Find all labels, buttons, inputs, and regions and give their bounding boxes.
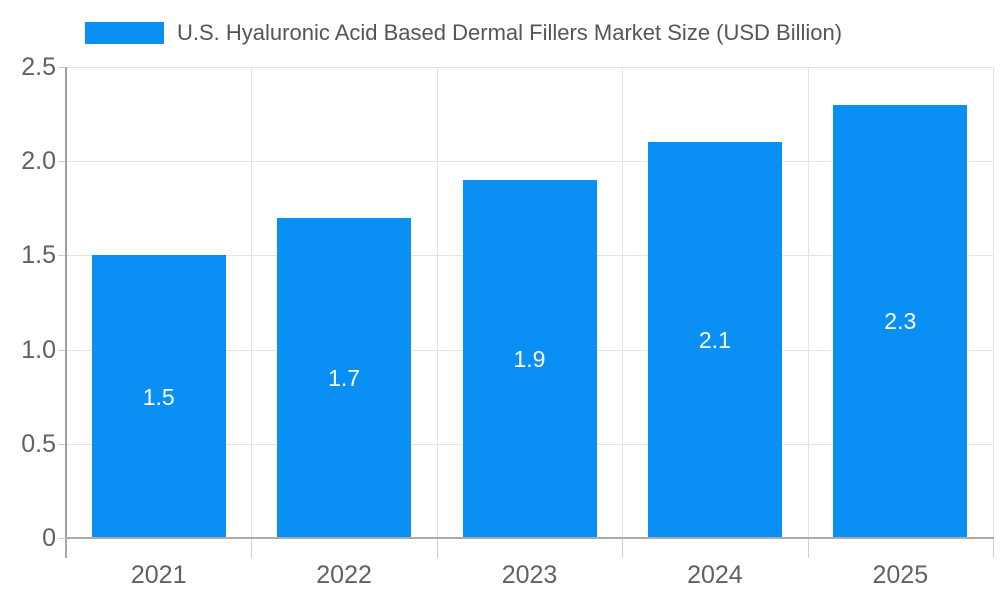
legend-swatch — [85, 22, 164, 44]
bar-value-label: 1.9 — [513, 346, 546, 372]
y-axis-tick — [58, 161, 66, 163]
y-axis-tick-label: 0.5 — [21, 429, 56, 458]
bar-2025[interactable]: 2.3 — [833, 104, 968, 538]
legend: U.S. Hyaluronic Acid Based Dermal Filler… — [85, 17, 842, 49]
y-axis-tick — [58, 255, 66, 257]
x-axis-tick-label: 2022 — [316, 561, 372, 589]
x-axis-tick-label: 2021 — [130, 561, 187, 589]
bar-2022[interactable]: 1.7 — [277, 217, 412, 538]
y-axis-line — [65, 67, 67, 538]
y-axis-tick-label: 1.0 — [21, 335, 56, 364]
y-axis-tick-label: 0 — [42, 524, 56, 552]
x-axis-line — [65, 537, 994, 539]
x-axis-tick — [436, 539, 438, 558]
x-axis-tick-label: 2023 — [501, 561, 558, 589]
gridline-horizontal — [66, 67, 993, 68]
y-axis-tick-label: 1.5 — [21, 241, 56, 270]
bar-value-label: 1.5 — [142, 383, 175, 410]
bar-value-label: 1.7 — [328, 364, 361, 391]
y-axis-tick-label: 2.5 — [21, 53, 56, 81]
y-axis-tick — [58, 67, 66, 68]
y-axis-tick — [58, 349, 66, 351]
x-axis-tick-label: 2024 — [687, 561, 743, 589]
gridline-horizontal — [66, 161, 993, 163]
y-axis-tick-label: 2.0 — [21, 147, 56, 176]
bar-2023[interactable]: 1.9 — [462, 180, 597, 538]
gridline-vertical — [993, 67, 994, 538]
x-axis-tick — [993, 539, 994, 558]
gridline-vertical — [622, 67, 624, 538]
bar-value-label: 2.1 — [698, 327, 731, 354]
legend-label: U.S. Hyaluronic Acid Based Dermal Filler… — [177, 20, 843, 45]
bar-value-label: 2.3 — [884, 308, 917, 335]
x-axis-tick — [251, 539, 253, 558]
y-axis-tick — [58, 443, 66, 445]
x-axis-tick — [622, 539, 624, 558]
bar-2021[interactable]: 1.5 — [91, 255, 226, 538]
x-axis-tick — [807, 539, 809, 558]
x-axis-tick-label: 2025 — [872, 561, 929, 589]
bar-2024[interactable]: 2.1 — [647, 142, 782, 538]
gridline-vertical — [251, 67, 253, 538]
gridline-vertical — [436, 67, 438, 538]
x-axis-tick — [65, 539, 67, 558]
y-axis-tick — [58, 538, 66, 539]
gridline-vertical — [807, 67, 809, 538]
